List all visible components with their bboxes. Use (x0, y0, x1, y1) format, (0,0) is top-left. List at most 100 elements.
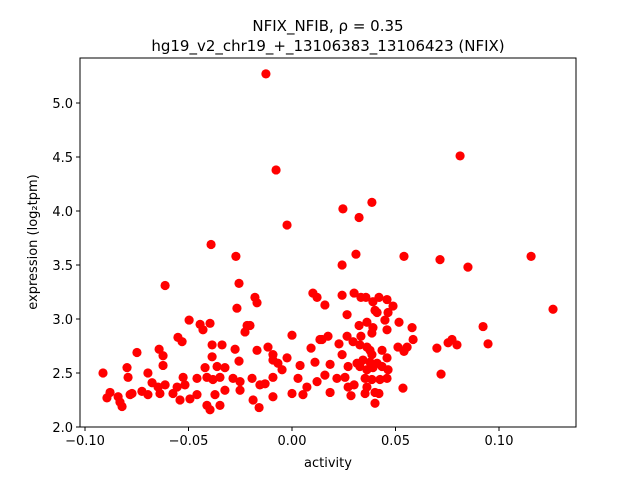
data-point (254, 402, 264, 413)
data-point (548, 304, 558, 314)
data-point (310, 357, 320, 367)
data-point (153, 382, 163, 392)
data-point (217, 340, 227, 350)
data-point (160, 280, 170, 291)
data-point (382, 325, 392, 335)
data-point (202, 400, 212, 410)
data-point (231, 251, 241, 261)
data-point (302, 382, 312, 392)
data-point (207, 352, 217, 362)
chart-title-line2: hg19_v2_chr19_+_13106383_13106423 (NFIX) (151, 37, 504, 56)
data-point (338, 204, 348, 214)
data-point (342, 310, 352, 320)
x-tick-label: 0.05 (381, 434, 410, 449)
data-point (374, 292, 384, 302)
data-point (360, 388, 370, 399)
x-tick-label: 0.10 (485, 434, 514, 449)
data-point (287, 330, 297, 340)
data-point (349, 288, 359, 298)
x-axis: −0.10 −0.05 0.00 0.05 0.10 (65, 427, 513, 449)
data-point (367, 350, 377, 360)
data-point (382, 373, 392, 383)
data-point (260, 379, 270, 389)
data-point (432, 343, 442, 353)
data-point (408, 334, 418, 345)
data-point (435, 255, 445, 265)
data-point (320, 300, 330, 310)
data-point (143, 368, 153, 378)
data-point (160, 380, 170, 390)
data-point (354, 212, 364, 223)
data-point (252, 345, 262, 355)
data-point (346, 391, 356, 401)
data-point (383, 307, 393, 318)
data-point (407, 323, 417, 333)
data-point (122, 363, 132, 373)
x-tick-label: 0.00 (278, 434, 307, 449)
data-point (192, 373, 202, 383)
y-tick-label: 3.5 (52, 259, 73, 274)
data-point (248, 395, 258, 405)
data-point (298, 390, 308, 400)
data-point (200, 363, 210, 373)
data-point (127, 388, 137, 399)
data-point (356, 331, 366, 341)
data-point (375, 374, 385, 385)
data-point (228, 373, 238, 383)
data-point (368, 363, 378, 373)
data-point (212, 361, 222, 372)
data-point (102, 393, 112, 403)
data-point (355, 361, 365, 372)
data-point (398, 383, 408, 393)
data-point (210, 390, 220, 400)
data-point (320, 370, 330, 380)
data-point (334, 339, 344, 349)
data-point (158, 360, 168, 371)
data-point (526, 251, 536, 261)
data-point (205, 318, 215, 328)
data-point (349, 380, 359, 390)
data-point (230, 344, 240, 354)
y-tick-label: 2.0 (52, 421, 73, 436)
data-point (234, 356, 244, 366)
data-point (399, 251, 409, 261)
data-point (332, 373, 342, 383)
data-point (261, 69, 271, 79)
chart-title-line1: NFIX_NFIB, ρ = 0.35 (252, 17, 403, 36)
data-point (234, 278, 244, 288)
data-point (452, 340, 462, 350)
data-point (168, 388, 178, 399)
data-point (367, 328, 377, 338)
data-point (282, 353, 292, 363)
data-point (483, 339, 493, 349)
data-point (325, 359, 335, 369)
data-point (245, 320, 255, 331)
data-point (185, 394, 195, 404)
data-point (235, 377, 245, 387)
data-point (235, 385, 245, 395)
y-tick-label: 2.5 (52, 367, 73, 382)
data-point (184, 315, 194, 325)
data-point (178, 372, 188, 382)
data-point (180, 380, 190, 390)
data-point (220, 385, 230, 395)
y-axis: 2.0 2.5 3.0 3.5 4.0 4.5 5.0 (52, 97, 80, 436)
data-point (380, 315, 390, 325)
data-point (367, 197, 377, 207)
data-point (206, 239, 216, 250)
data-point (215, 400, 225, 410)
data-point (282, 220, 292, 230)
y-tick-label: 5.0 (52, 97, 73, 112)
data-point (312, 292, 322, 302)
data-point (370, 398, 380, 408)
data-point (295, 360, 305, 371)
data-point (132, 347, 142, 358)
data-point (360, 373, 370, 383)
y-tick-label: 4.5 (52, 151, 73, 166)
data-point (207, 340, 217, 350)
y-tick-label: 4.0 (52, 205, 73, 220)
data-point (293, 373, 303, 383)
data-point (382, 294, 392, 305)
data-point (98, 368, 108, 378)
